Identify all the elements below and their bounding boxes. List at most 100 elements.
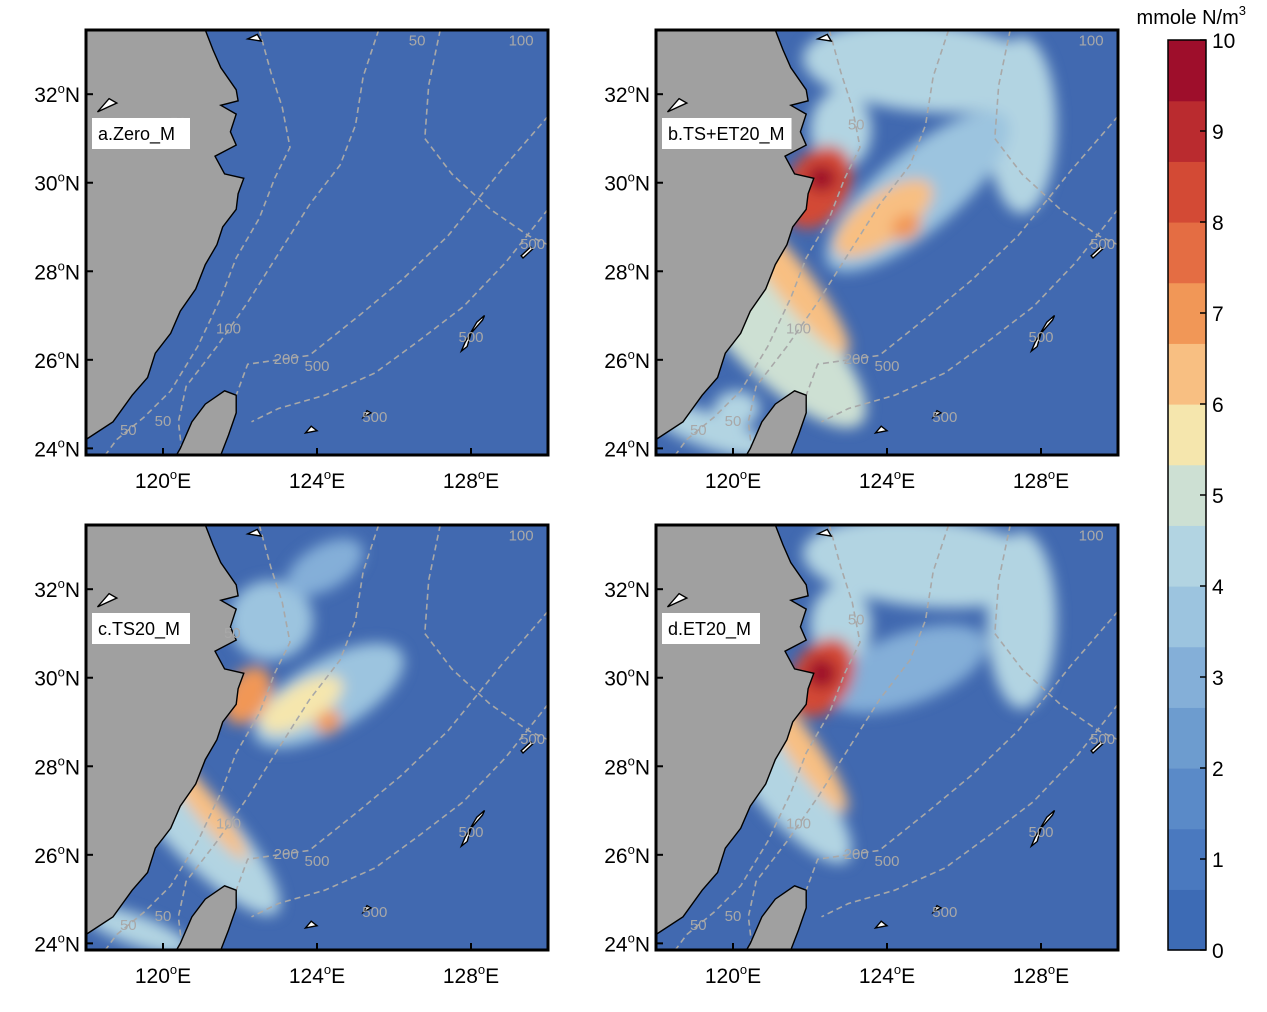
isobath-line [177, 30, 380, 455]
island-outline [459, 809, 486, 849]
isobath-depth-label: 50 [120, 422, 137, 439]
y-tick-label: 24oN [34, 930, 80, 956]
isobath-depth-label: 200 [274, 846, 299, 863]
panel-label-box [92, 118, 190, 149]
isobath-depth-label: 200 [844, 351, 869, 368]
colorbar-swatch [1168, 828, 1206, 890]
island-outline [1029, 314, 1056, 354]
isobath-line [747, 30, 950, 455]
isobath-depth-label: 500 [304, 853, 329, 870]
colorbar-swatch [1168, 404, 1206, 466]
x-tick-label: 120oE [705, 467, 761, 493]
island-outline [931, 904, 943, 915]
concentration-blob [987, 36, 1057, 214]
x-tick-label: 128oE [1013, 467, 1069, 493]
isobath-line [993, 30, 1118, 246]
isobath-line [674, 525, 861, 950]
x-tick-label: 124oE [859, 467, 915, 493]
colorbar: mmole N/m3 0 1 2 3 4 5 6 7 8 9 10 [1137, 3, 1246, 963]
island-outline [96, 592, 119, 608]
isobath-line [104, 525, 291, 950]
island-outline [873, 920, 889, 929]
island-outline [303, 920, 319, 929]
colorbar-tick-label: 1 [1212, 849, 1224, 872]
colorbar-swatch [1168, 707, 1206, 769]
isobath-depth-label: 500 [1028, 329, 1053, 346]
isobath-depth-label: 50 [690, 917, 707, 934]
island-outline [459, 314, 486, 354]
x-tick-label: 128oE [443, 962, 499, 988]
isobath-depth-label: 100 [216, 320, 241, 337]
concentration-blob [825, 624, 987, 714]
x-tick-label: 128oE [1013, 962, 1069, 988]
panel-label-box [662, 613, 760, 644]
isobath-depth-label: 50 [155, 413, 172, 430]
taiwan-land [175, 885, 237, 950]
isobath-depth-label: 200 [274, 351, 299, 368]
isobath-depth-label: 500 [458, 329, 483, 346]
concentration-blob [806, 165, 837, 192]
isobath-depth-label: 50 [725, 413, 742, 430]
colorbar-tick-label: 10 [1212, 30, 1235, 53]
y-tick-label: 26oN [34, 842, 80, 868]
y-tick-label: 32oN [34, 81, 80, 107]
colorbar-tick-label: 7 [1212, 303, 1224, 326]
y-tick-label: 28oN [604, 753, 650, 779]
isobath-line [805, 610, 1118, 891]
isobath-depth-label: 200 [844, 846, 869, 863]
isobath-depth-label: 50 [725, 908, 742, 925]
island-outline [666, 97, 689, 113]
isobath-line [251, 208, 548, 423]
y-tick-label: 30oN [604, 170, 650, 196]
colorbar-swatch [1168, 464, 1206, 526]
isobath-depth-label: 500 [520, 731, 545, 748]
colorbar-swatch [1168, 768, 1206, 830]
isobath-depth-label: 100 [786, 815, 811, 832]
island-outline [361, 904, 373, 915]
isobath-line [235, 610, 548, 891]
island-outline [520, 245, 534, 260]
island-outline [361, 409, 373, 420]
isobath-depth-label: 50 [848, 117, 865, 134]
colorbar-swatch [1168, 586, 1206, 648]
isobath-depth-label: 500 [932, 409, 957, 426]
isobath-depth-label: 500 [520, 236, 545, 253]
map-panel: 50 100 200 500 50 50 500 500 500 100 b.TS+ET20_M 12… [604, 28, 1120, 493]
colorbar-tick-label: 4 [1212, 576, 1224, 599]
colorbar-swatch [1168, 40, 1206, 102]
panel-label: c.TS20_M [98, 619, 180, 640]
island-outline [666, 592, 689, 608]
y-tick-label: 24oN [34, 435, 80, 461]
isobath-depth-label: 50 [409, 33, 426, 50]
isobath-line [674, 30, 861, 455]
island-outline [873, 425, 889, 434]
isobath-line [104, 30, 291, 455]
map-panel: 50501002005005050500500500100a.Zero_M120… [34, 28, 550, 493]
x-tick-label: 124oE [289, 467, 345, 493]
map-panel: 50 100 200 500 50 50 500 500 500 100 c.TS20_M 120oE… [34, 523, 550, 988]
concentration-blob [802, 525, 1049, 609]
isobath-line [251, 703, 548, 918]
y-tick-label: 24oN [604, 930, 650, 956]
isobath-depth-label: 50 [848, 612, 865, 629]
island-outline [303, 425, 319, 434]
concentration-blob [260, 675, 343, 734]
x-tick-label: 120oE [705, 962, 761, 988]
colorbar-tick-label: 0 [1212, 940, 1224, 963]
island-outline [1090, 740, 1104, 755]
y-tick-label: 26oN [34, 347, 80, 373]
map-panel: 50 100 200 500 50 50 500 500 500 100 d.ET20_M 120oE… [604, 523, 1120, 988]
y-tick-label: 24oN [604, 435, 650, 461]
island-outline [96, 97, 119, 113]
taiwan-land [745, 885, 807, 950]
y-tick-label: 30oN [604, 665, 650, 691]
y-tick-label: 26oN [604, 842, 650, 868]
isobath-depth-label: 500 [362, 904, 387, 921]
y-tick-label: 32oN [604, 81, 650, 107]
isobath-depth-label: 50 [120, 917, 137, 934]
y-tick-label: 30oN [34, 665, 80, 691]
isobath-depth-label: 100 [786, 320, 811, 337]
colorbar-swatch [1168, 100, 1206, 162]
x-tick-label: 124oE [859, 962, 915, 988]
y-tick-label: 32oN [604, 576, 650, 602]
